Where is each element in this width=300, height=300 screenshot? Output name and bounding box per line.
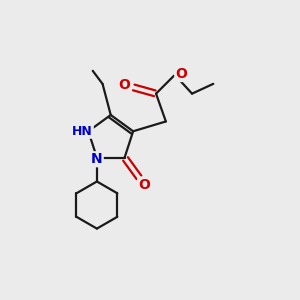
Text: O: O — [175, 67, 187, 81]
Text: N: N — [91, 152, 103, 166]
Text: HN: HN — [72, 125, 93, 138]
Text: O: O — [118, 79, 130, 92]
Text: O: O — [138, 178, 150, 192]
